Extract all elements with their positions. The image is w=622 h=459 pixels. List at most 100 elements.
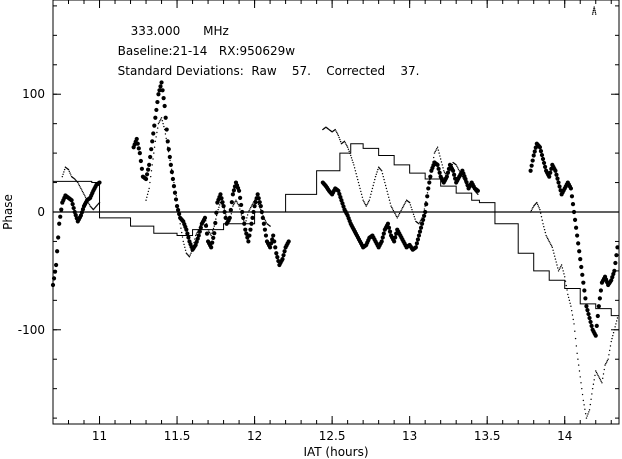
corrected-phase-point: [281, 253, 286, 258]
raw-phase-point: [605, 362, 607, 365]
raw-phase-point: [364, 203, 367, 206]
raw-phase-point: [423, 208, 426, 210]
corrected-phase-point: [548, 170, 553, 175]
corrected-phase-point: [150, 139, 155, 144]
raw-phase-point: [335, 130, 337, 132]
raw-phase-point: [384, 184, 387, 187]
raw-phase-point: [569, 302, 571, 304]
raw-phase-point: [592, 9, 595, 12]
raw-phase-point: [346, 145, 348, 147]
corrected-phase-point: [613, 260, 618, 266]
raw-phase-point: [606, 359, 609, 362]
raw-phase-point: [256, 201, 259, 204]
raw-phase-point: [356, 175, 358, 178]
raw-phase-point: [360, 190, 362, 193]
corrected-phase-point: [236, 188, 242, 193]
corrected-phase-point: [240, 209, 245, 215]
raw-phase-point: [424, 205, 426, 207]
raw-phase-point: [376, 171, 378, 173]
corrected-phase-point: [423, 209, 428, 215]
raw-phase-point: [537, 205, 540, 207]
corrected-phase-point: [263, 233, 269, 238]
raw-phase-point: [394, 212, 396, 215]
raw-phase-point: [570, 305, 572, 307]
corrected-phase-point: [583, 296, 588, 301]
raw-phase-point: [346, 146, 349, 148]
raw-phase-point: [403, 203, 405, 206]
raw-phase-point: [395, 214, 397, 216]
raw-phase-point: [363, 200, 365, 203]
corrected-phase-point: [425, 194, 430, 199]
raw-phase-point: [404, 202, 406, 204]
raw-phase-point: [567, 293, 569, 296]
raw-phase-point: [443, 170, 445, 172]
raw-phase-point: [576, 352, 578, 355]
corrected-phase-point: [274, 251, 279, 256]
corrected-phase-point: [231, 188, 237, 193]
raw-phase-point: [467, 186, 469, 188]
raw-phase-point: [543, 228, 546, 231]
raw-phase-point: [550, 245, 553, 247]
corrected-phase-point: [153, 115, 158, 120]
raw-phase-point: [371, 187, 374, 190]
raw-phase-point: [611, 337, 613, 340]
raw-phase-point: [85, 198, 88, 200]
raw-phase-point: [146, 193, 149, 196]
y-tick-label: 100: [22, 87, 45, 101]
raw-phase-point: [232, 205, 234, 207]
raw-phase-point: [554, 258, 557, 260]
raw-phase-point: [447, 173, 450, 175]
corrected-phase-point: [275, 255, 280, 260]
raw-phase-point: [614, 326, 616, 328]
raw-phase-point: [557, 267, 559, 269]
corrected-phase-point: [585, 308, 590, 313]
corrected-phase-point: [542, 164, 548, 169]
raw-phase-point: [595, 371, 598, 374]
raw-phase-point: [565, 284, 567, 287]
raw-phase-point: [68, 170, 70, 173]
raw-phase-point: [232, 203, 235, 206]
raw-phase-point: [436, 147, 438, 150]
corrected-phase-point: [243, 227, 248, 232]
raw-phase-point: [383, 178, 385, 181]
raw-phase-point: [354, 170, 357, 172]
raw-phase-point: [605, 361, 608, 363]
raw-phase-point: [457, 168, 460, 171]
corrected-phase-point: [228, 207, 233, 213]
corrected-phase-point: [174, 204, 180, 209]
raw-phase-point: [351, 159, 353, 161]
raw-phase-point: [400, 209, 402, 212]
corrected-phase-point: [151, 131, 156, 136]
raw-phase-point: [370, 190, 373, 193]
raw-phase-point: [601, 382, 603, 384]
corrected-phase-point: [475, 188, 480, 193]
raw-phase-point: [470, 185, 473, 187]
corrected-phase-point: [229, 200, 234, 205]
raw-phase-point: [590, 398, 592, 400]
raw-phase-point: [263, 218, 266, 221]
raw-phase-point: [348, 150, 350, 153]
raw-phase-point: [67, 168, 70, 171]
corrected-phase-point: [596, 304, 601, 309]
x-tick-label: 12: [247, 429, 262, 443]
corrected-phase-point: [212, 231, 217, 236]
corrected-phase-point: [428, 174, 433, 179]
raw-phase-point: [396, 217, 398, 219]
corrected-phase-point: [568, 186, 574, 191]
raw-phase-point: [593, 379, 595, 381]
corrected-phase-point: [173, 197, 179, 202]
corrected-phase-point: [571, 209, 577, 215]
corrected-phase-point: [55, 249, 60, 254]
corrected-phase-point: [144, 172, 150, 177]
raw-phase-point: [444, 173, 447, 175]
raw-phase-point: [208, 230, 210, 232]
raw-phase-point: [230, 213, 233, 215]
x-tick-label: 11.5: [164, 429, 191, 443]
raw-phase-point: [425, 200, 427, 203]
raw-phase-point: [412, 213, 415, 216]
corrected-phase-point: [435, 162, 440, 167]
raw-phase-point: [150, 170, 153, 172]
corrected-phase-point: [170, 176, 176, 182]
corrected-phase-point: [50, 282, 56, 288]
raw-phase-point: [477, 193, 479, 196]
